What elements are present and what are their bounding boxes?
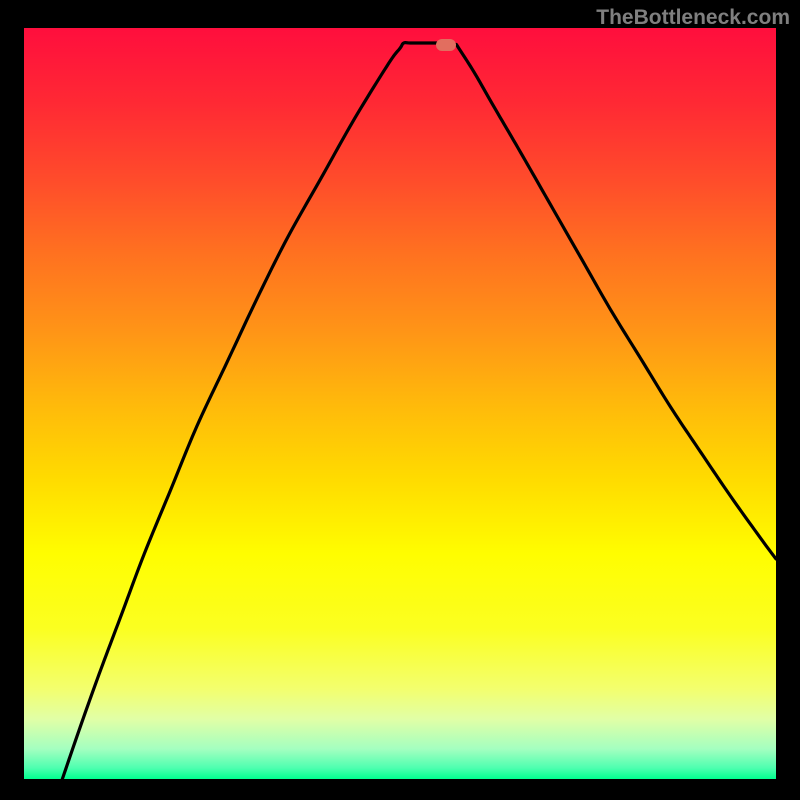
outer-frame: TheBottleneck.com — [0, 0, 800, 800]
curve-svg — [24, 28, 776, 779]
optimal-marker — [436, 39, 456, 51]
plot-area — [24, 28, 776, 779]
bottleneck-curve — [62, 43, 776, 779]
watermark-text: TheBottleneck.com — [596, 6, 790, 30]
